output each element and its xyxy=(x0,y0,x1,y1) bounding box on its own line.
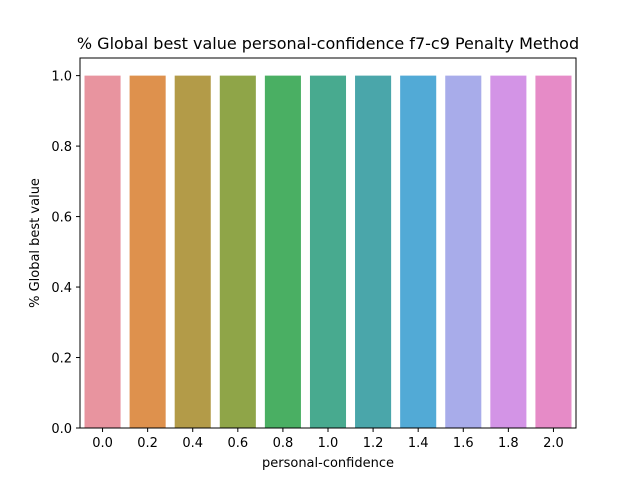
x-tick-label-6: 1.2 xyxy=(363,436,384,451)
y-tick-label-5: 1.0 xyxy=(51,70,72,85)
x-tick-label-4: 0.8 xyxy=(273,436,294,451)
x-tick-label-8: 1.6 xyxy=(453,436,474,451)
x-tick-label-5: 1.0 xyxy=(318,436,339,451)
y-tick-label-4: 0.8 xyxy=(51,140,72,155)
x-tick-label-10: 2.0 xyxy=(543,436,564,451)
bar-3 xyxy=(219,75,256,429)
y-tick-label-1: 0.2 xyxy=(51,352,72,367)
plot-area-frame xyxy=(79,57,577,429)
x-axis-title: personal-confidence xyxy=(262,456,394,471)
y-tick-label-0: 0.0 xyxy=(51,422,72,437)
x-tick-label-1: 0.2 xyxy=(137,436,158,451)
bar-9 xyxy=(490,75,527,429)
bar-4 xyxy=(264,75,301,429)
x-tick-label-9: 1.8 xyxy=(498,436,519,451)
y-axis: 0.0 0.2 0.4 0.6 0.8 1.0 xyxy=(51,70,80,437)
chart-title: % Global best value personal-confidence … xyxy=(77,34,579,53)
y-tick-label-2: 0.4 xyxy=(51,281,72,296)
bar-6 xyxy=(355,75,392,429)
x-tick-label-2: 0.4 xyxy=(182,436,203,451)
bar-0 xyxy=(84,75,121,429)
bar-1 xyxy=(129,75,166,429)
bar-5 xyxy=(309,75,347,429)
x-tick-label-3: 0.6 xyxy=(227,436,248,451)
bar-7 xyxy=(400,75,437,429)
bar-10 xyxy=(535,75,572,429)
bars-group xyxy=(84,75,572,429)
y-tick-label-3: 0.6 xyxy=(51,211,72,226)
bar-8 xyxy=(445,75,482,429)
bar-2 xyxy=(174,75,211,429)
x-tick-label-0: 0.0 xyxy=(92,436,113,451)
y-axis-title: % Global best value xyxy=(28,178,43,308)
x-tick-label-7: 1.4 xyxy=(408,436,429,451)
x-axis: 0.0 0.2 0.4 0.6 0.8 1.0 1.2 1.4 1.6 1.8 2.0 xyxy=(92,428,564,451)
